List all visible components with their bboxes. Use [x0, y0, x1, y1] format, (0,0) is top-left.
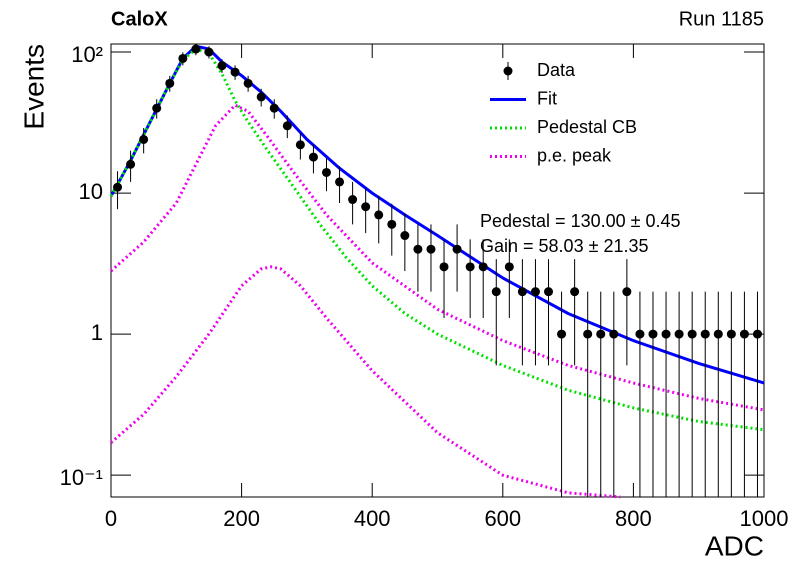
data-point [335, 177, 345, 187]
y-tick-label: 10⁻¹ [60, 465, 103, 490]
run-label: Run 1185 [679, 8, 764, 30]
data-point [674, 329, 684, 339]
data-point [752, 329, 762, 339]
data-point [387, 219, 397, 229]
data-point [478, 262, 488, 272]
data-point [217, 61, 227, 71]
data-point [348, 195, 358, 205]
data-point [726, 329, 736, 339]
y-tick-label: 10 [79, 179, 103, 204]
y-tick-label: 10² [71, 42, 103, 67]
curve [109, 47, 765, 432]
data-point [491, 287, 501, 297]
data-point [126, 159, 136, 169]
x-tick-label: 800 [615, 506, 652, 531]
legend-label: Data [537, 60, 576, 80]
data-point [596, 329, 606, 339]
curve [110, 103, 765, 499]
data-point [413, 244, 423, 254]
data-point [269, 103, 279, 113]
x-tick-label: 0 [105, 506, 117, 531]
data-point [648, 329, 658, 339]
data-point [165, 78, 175, 88]
data-point [321, 167, 331, 177]
y-tick-label: 1 [91, 320, 103, 345]
data-point [622, 287, 632, 297]
data-point [609, 329, 619, 339]
data-point [400, 231, 410, 241]
data-point [282, 121, 292, 131]
data-point [191, 44, 201, 54]
chart-title: CaloX [111, 8, 168, 30]
data-point [230, 67, 240, 77]
data-point [700, 329, 710, 339]
data-point [426, 244, 436, 254]
data-point [152, 103, 162, 113]
x-tick-label: 600 [484, 506, 521, 531]
data-point [517, 287, 527, 297]
data-point [465, 262, 475, 272]
fit-annotation: Gain = 58.03 ± 21.35 [480, 236, 649, 256]
x-axis-label: ADC [705, 530, 764, 561]
data-point [439, 262, 449, 272]
data-point [530, 287, 540, 297]
data-point [139, 134, 149, 144]
data-point [452, 244, 462, 254]
data-point [178, 53, 188, 63]
fit-annotation: Pedestal = 130.00 ± 0.45 [480, 211, 681, 231]
data-point [583, 329, 593, 339]
data-point [661, 329, 671, 339]
data-point [687, 329, 697, 339]
data-point [557, 329, 567, 339]
data-point [504, 262, 514, 272]
data-point [570, 287, 580, 297]
data-point [374, 210, 384, 220]
legend-label: Fit [537, 88, 557, 108]
data-point [256, 92, 266, 102]
data-point [295, 140, 305, 150]
x-tick-label: 1000 [740, 506, 789, 531]
data-point [713, 329, 723, 339]
x-tick-label: 400 [354, 506, 391, 531]
data-point [113, 182, 123, 192]
y-axis-label: Events [18, 44, 49, 130]
data-point [308, 152, 318, 162]
data-point [635, 329, 645, 339]
data-point [243, 78, 253, 88]
data-point [739, 329, 749, 339]
data-point [204, 47, 214, 57]
x-tick-label: 200 [223, 506, 260, 531]
data-point [361, 202, 371, 212]
legend-label: p.e. peak [537, 145, 612, 165]
legend-label: Pedestal CB [537, 117, 637, 137]
data-point [544, 287, 554, 297]
